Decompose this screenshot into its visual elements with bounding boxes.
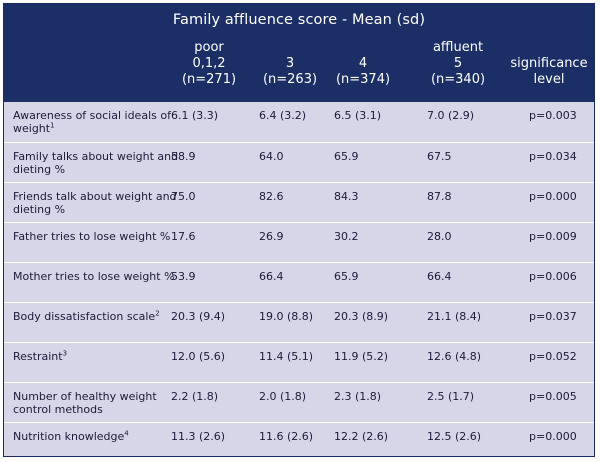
row-label: Mother tries to lose weight % [13, 270, 183, 283]
value-cell: 6.5 (3.1) [334, 109, 382, 122]
table-header: Family affluence score - Mean (sd) poor 0… [4, 4, 594, 102]
value-cell: 67.5 [427, 150, 452, 163]
value-cell: 2.0 (1.8) [259, 390, 307, 403]
column-header-line: affluent [432, 40, 484, 55]
significance-cell: p=0.000 [529, 190, 577, 203]
table-row: Family talks about weight and dieting % 5… [4, 142, 594, 182]
value-cell: 26.9 [259, 230, 284, 243]
row-label-text: Number of healthy weight control methods [13, 390, 157, 416]
value-cell: 19.0 (8.8) [259, 310, 314, 323]
column-header-line: 5 [453, 56, 463, 71]
value-cell: 12.6 (4.8) [427, 350, 482, 363]
row-label: Father tries to lose weight % [13, 230, 183, 243]
column-header: 4 (n=374) [313, 56, 413, 88]
significance-cell: p=0.000 [529, 430, 577, 443]
column-header-line: (n=374) [335, 72, 391, 87]
table-row: Mother tries to lose weight % 53.9 66.4 65.… [4, 262, 594, 302]
significance-cell: p=0.005 [529, 390, 577, 403]
row-label: Friends talk about weight and dieting % [13, 190, 183, 216]
value-cell: 11.3 (2.6) [171, 430, 226, 443]
value-cell: 75.0 [171, 190, 196, 203]
value-cell: 2.2 (1.8) [171, 390, 219, 403]
significance-cell: p=0.009 [529, 230, 577, 243]
value-cell: 65.9 [334, 150, 359, 163]
value-cell: 64.0 [259, 150, 284, 163]
table-row: Father tries to lose weight % 17.6 26.9 30.… [4, 222, 594, 262]
footnote-marker: 4 [124, 429, 129, 438]
value-cell: 21.1 (8.4) [427, 310, 482, 323]
results-table: Family affluence score - Mean (sd) poor 0… [3, 3, 595, 457]
row-label-text: Mother tries to lose weight % [13, 270, 175, 283]
column-header-line: level [533, 72, 565, 87]
column-header-line: poor [194, 40, 224, 55]
row-label-text: Awareness of social ideals of weight [13, 109, 171, 135]
column-header-line: significance [510, 56, 588, 71]
value-cell: 84.3 [334, 190, 359, 203]
column-header: poor 0,1,2 (n=271) [159, 40, 259, 88]
value-cell: 2.3 (1.8) [334, 390, 382, 403]
row-label-text: Father tries to lose weight % [13, 230, 171, 243]
row-label-text: Restraint [13, 350, 63, 363]
column-header: affluent 5 (n=340) [408, 40, 508, 88]
row-label-text: Family talks about weight and dieting % [13, 150, 179, 176]
value-cell: 28.0 [427, 230, 452, 243]
row-label: Number of healthy weight control methods [13, 390, 183, 416]
column-header: significance level [499, 56, 599, 88]
value-cell: 65.9 [334, 270, 359, 283]
row-label: Body dissatisfaction scale2 [13, 310, 183, 323]
row-label-text: Friends talk about weight and dieting % [13, 190, 177, 216]
column-header-line: 3 [285, 56, 295, 71]
value-cell: 82.6 [259, 190, 284, 203]
value-cell: 11.9 (5.2) [334, 350, 389, 363]
column-header-line: (n=340) [430, 72, 486, 87]
column-header: 3 (n=263) [240, 56, 340, 88]
row-label: Family talks about weight and dieting % [13, 150, 183, 176]
significance-cell: p=0.006 [529, 270, 577, 283]
value-cell: 20.3 (8.9) [334, 310, 389, 323]
value-cell: 6.1 (3.3) [171, 109, 219, 122]
footnote-marker: 2 [155, 309, 160, 318]
row-label: Nutrition knowledge4 [13, 430, 183, 443]
column-header-line: (n=263) [262, 72, 318, 87]
row-label-text: Body dissatisfaction scale [13, 310, 156, 323]
footnote-marker: 3 [62, 349, 68, 358]
value-cell: 20.3 (9.4) [171, 310, 226, 323]
value-cell: 12.5 (2.6) [427, 430, 482, 443]
value-cell: 6.4 (3.2) [259, 109, 307, 122]
footnote-marker: 1 [50, 121, 55, 130]
value-cell: 66.4 [427, 270, 452, 283]
table-row: Restraint3 12.0 (5.6) 11.4 (5.1) 11.9 (5.2)… [4, 342, 594, 382]
row-label: Awareness of social ideals of weight1 [13, 109, 183, 135]
table-row: Friends talk about weight and dieting % 7… [4, 182, 594, 222]
value-cell: 58.9 [171, 150, 196, 163]
value-cell: 7.0 (2.9) [427, 109, 475, 122]
table-title: Family affluence score - Mean (sd) [172, 12, 426, 28]
value-cell: 12.2 (2.6) [334, 430, 389, 443]
value-cell: 11.4 (5.1) [259, 350, 314, 363]
value-cell: 66.4 [259, 270, 284, 283]
row-label: Restraint3 [13, 350, 183, 363]
value-cell: 17.6 [171, 230, 196, 243]
table-row: Nutrition knowledge4 11.3 (2.6) 11.6 (2.6)… [4, 422, 594, 462]
table-row: Body dissatisfaction scale2 20.3 (9.4) 19.… [4, 302, 594, 342]
value-cell: 53.9 [171, 270, 196, 283]
value-cell: 30.2 [334, 230, 359, 243]
value-cell: 87.8 [427, 190, 452, 203]
value-cell: 12.0 (5.6) [171, 350, 226, 363]
row-label-text: Nutrition knowledge [13, 430, 125, 443]
significance-cell: p=0.034 [529, 150, 577, 163]
value-cell: 2.5 (1.7) [427, 390, 475, 403]
table-row: Awareness of social ideals of weight1 6.1… [4, 102, 594, 142]
significance-cell: p=0.003 [529, 109, 577, 122]
column-header-line: (n=271) [181, 72, 237, 87]
column-header-line: 0,1,2 [192, 56, 226, 71]
column-header-line: 4 [358, 56, 368, 71]
table-row: Number of healthy weight control methods… [4, 382, 594, 422]
significance-cell: p=0.037 [529, 310, 577, 323]
value-cell: 11.6 (2.6) [259, 430, 314, 443]
significance-cell: p=0.052 [529, 350, 577, 363]
